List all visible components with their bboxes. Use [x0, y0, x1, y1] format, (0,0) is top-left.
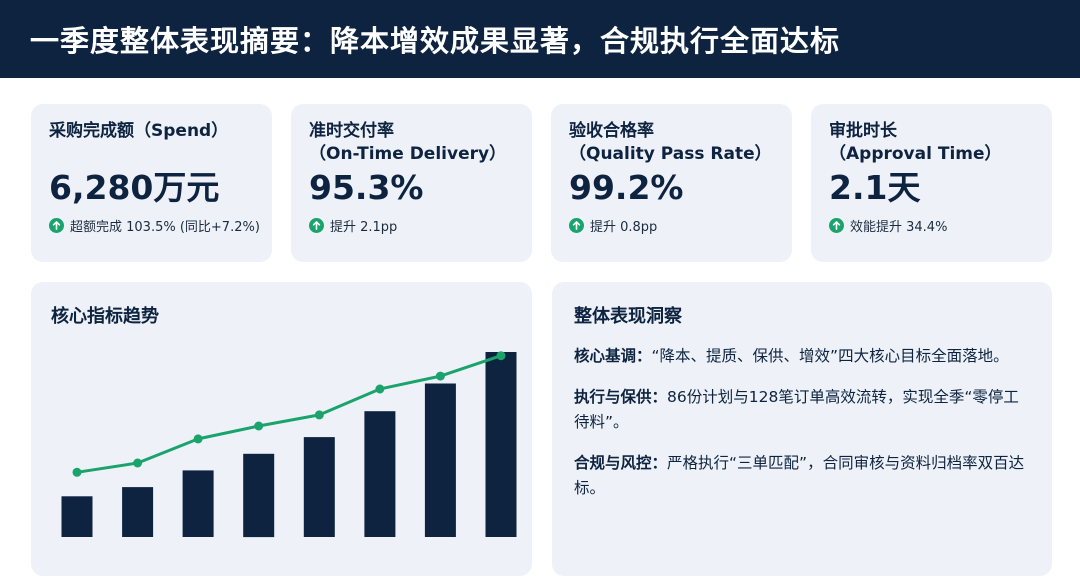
kpi-label-line2: （Quality Pass Rate）: [569, 144, 772, 164]
kpi-label-line2: （On-Time Delivery）: [309, 144, 507, 164]
kpi-delta-text: 提升 0.8pp: [590, 220, 658, 235]
arrow-up-icon: [309, 218, 324, 233]
chart-bar-3: [182, 470, 214, 537]
kpi-delta-text: 超额完成 103.5% (同比+7.2%): [70, 220, 260, 235]
chart-line-point-6: [375, 384, 385, 394]
kpi-label: 采购完成额（Spend）: [49, 120, 254, 166]
chart-trend-line: [76, 354, 502, 474]
chart-line-point-7: [435, 371, 445, 381]
chart-bar-2: [122, 487, 154, 537]
insight-text: 86份计划与128笔订单高效流转，实现全季“零停工待料”。: [574, 388, 1019, 431]
chart-bar-4: [243, 453, 275, 538]
kpi-label: 验收合格率 （Quality Pass Rate）: [569, 120, 774, 166]
chart-bar-8: [485, 352, 517, 537]
chart-bar-1: [61, 496, 93, 537]
chart-bar-5: [303, 437, 335, 537]
trend-chart-title: 核心指标趋势: [51, 306, 159, 327]
insight-item-core-tone: 核心基调：“降本、提质、保供、增效”四大核心目标全面落地。: [574, 344, 1030, 369]
insights-panel: 整体表现洞察 核心基调：“降本、提质、保供、增效”四大核心目标全面落地。 执行与…: [552, 282, 1052, 576]
chart-line-point-1: [72, 467, 82, 477]
kpi-card-on-time-delivery: 准时交付率 （On-Time Delivery） 95.3% 提升 2.1pp: [291, 104, 532, 262]
kpi-card-spend: 采购完成额（Spend） 6,280万元 超额完成 103.5% (同比+7.2…: [31, 104, 272, 262]
insight-label: 执行与保供：: [574, 388, 668, 406]
kpi-value: 6,280万元: [49, 168, 220, 207]
kpi-label-line1: 验收合格率: [569, 121, 654, 141]
kpi-delta: 提升 0.8pp: [569, 216, 774, 235]
insight-text: “降本、提质、保供、增效”四大核心目标全面落地。: [651, 347, 1009, 365]
kpi-delta-text: 效能提升 34.4%: [850, 220, 948, 235]
kpi-delta-text: 提升 2.1pp: [330, 220, 398, 235]
chart-bar-6: [364, 411, 396, 537]
insight-text: 严格执行“三单匹配”，合同审核与资料归档率双百达标。: [574, 454, 1025, 497]
page-title: 一季度整体表现摘要：降本增效成果显著，合规执行全面达标: [30, 24, 841, 58]
kpi-value: 95.3%: [309, 168, 424, 207]
kpi-delta: 提升 2.1pp: [309, 216, 514, 235]
chart-line-point-4: [254, 421, 264, 431]
kpi-value: 2.1天: [829, 168, 921, 207]
insight-label: 核心基调：: [574, 347, 652, 365]
insight-label: 合规与风控：: [574, 454, 668, 472]
kpi-card-approval-time: 审批时长 （Approval Time） 2.1天 效能提升 34.4%: [811, 104, 1052, 262]
header-bar: 一季度整体表现摘要：降本增效成果显著，合规执行全面达标: [0, 0, 1080, 78]
arrow-up-icon: [569, 218, 584, 233]
insights-title: 整体表现洞察: [574, 306, 682, 327]
arrow-up-icon: [49, 218, 64, 233]
kpi-label-line1: 准时交付率: [309, 121, 394, 141]
kpi-label-line2: （Approval Time）: [829, 144, 1002, 164]
chart-line-point-8: [496, 351, 506, 361]
trend-chart: [61, 351, 517, 538]
kpi-delta: 超额完成 103.5% (同比+7.2%): [49, 216, 260, 235]
chart-line-point-5: [314, 410, 324, 420]
kpi-card-quality-pass-rate: 验收合格率 （Quality Pass Rate） 99.2% 提升 0.8pp: [551, 104, 792, 262]
chart-line-point-2: [133, 458, 143, 468]
kpi-label: 准时交付率 （On-Time Delivery）: [309, 120, 514, 166]
insight-item-execution: 执行与保供：86份计划与128笔订单高效流转，实现全季“零停工待料”。: [574, 385, 1030, 435]
kpi-label-line1: 采购完成额（Spend）: [49, 121, 229, 141]
chart-line-point-3: [193, 434, 203, 444]
kpi-label-line1: 审批时长: [829, 121, 897, 141]
kpi-label: 审批时长 （Approval Time）: [829, 120, 1034, 166]
trend-chart-panel: 核心指标趋势: [31, 282, 532, 576]
kpi-delta: 效能提升 34.4%: [829, 216, 1034, 235]
kpi-value: 99.2%: [569, 168, 684, 207]
insight-item-compliance: 合规与风控：严格执行“三单匹配”，合同审核与资料归档率双百达标。: [574, 451, 1030, 501]
arrow-up-icon: [829, 218, 844, 233]
chart-bar-7: [424, 383, 456, 537]
